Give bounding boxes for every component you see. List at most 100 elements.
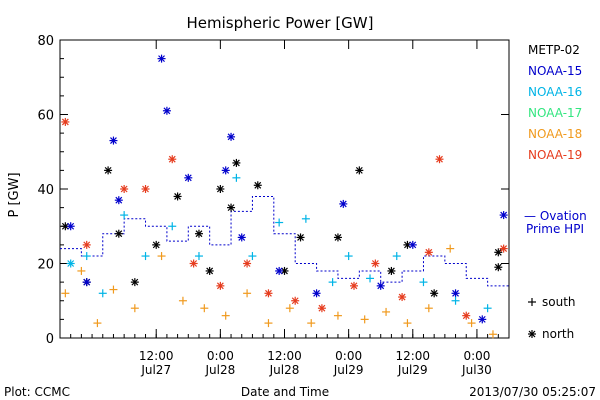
x-tick-time-label: 0:00 [207, 349, 234, 363]
data-point-north [61, 117, 70, 126]
data-point-north [227, 203, 236, 212]
data-point-south [488, 330, 497, 339]
legend-entry: NOAA-16 [528, 85, 582, 99]
data-point-north [478, 315, 487, 324]
data-point-north [339, 199, 348, 208]
data-point-south [141, 252, 150, 261]
marker-legend-label: south [542, 295, 576, 309]
data-point-south [528, 298, 536, 306]
data-point-north [104, 166, 113, 175]
data-point-north [275, 266, 284, 275]
data-point-south [344, 252, 353, 261]
x-tick-day-label: Jul29 [397, 363, 428, 377]
data-point-south [98, 289, 107, 298]
data-point-north [237, 233, 246, 242]
data-point-north [317, 304, 326, 313]
x-tick-time-label: 0:00 [463, 349, 490, 363]
data-point-north [376, 281, 385, 290]
data-point-south [130, 304, 139, 313]
data-point-north [253, 181, 262, 190]
x-tick-day-label: Jul29 [333, 363, 364, 377]
data-point-south [178, 296, 187, 305]
data-point-north [66, 259, 75, 268]
data-point-south [109, 285, 118, 294]
y-tick-label: 60 [37, 109, 54, 124]
data-point-north [168, 155, 177, 164]
data-point-south [77, 266, 86, 275]
data-point-north [216, 185, 225, 193]
data-point-south [307, 319, 316, 328]
legend-entry: NOAA-17 [528, 106, 582, 120]
x-axis: 12:00Jul270:00Jul2812:00Jul280:00Jul2912… [59, 40, 510, 377]
data-point-north [114, 196, 123, 205]
data-point-south [382, 307, 391, 316]
data-point-south [200, 304, 209, 313]
data-point-south [82, 252, 91, 261]
x-tick-time-label: 12:00 [139, 349, 174, 363]
data-point-south [328, 278, 337, 287]
data-point-south [168, 222, 177, 231]
data-point-south [483, 304, 492, 313]
marker-legend-label: north [542, 327, 574, 341]
y-axis-label: P [GW] [7, 172, 22, 217]
data-point-north [494, 248, 503, 257]
data-point-north [82, 240, 91, 249]
x-tick-day-label: Jul30 [461, 363, 492, 377]
y-tick-label: 20 [37, 258, 54, 273]
data-point-south [120, 211, 129, 220]
legend-entry: NOAA-15 [528, 64, 582, 78]
data-point-north [114, 229, 123, 238]
data-point-south [157, 252, 166, 261]
chart-title: Hemispheric Power [GW] [187, 14, 374, 32]
legend: METP-02 NOAA-15 NOAA-16 NOAA-17 NOAA-18 NOAA-… [528, 43, 582, 162]
legend-entry: NOAA-19 [528, 148, 582, 162]
data-point-south [403, 319, 412, 328]
data-point-north [430, 289, 439, 298]
data-point-north [232, 158, 241, 167]
data-point-north [184, 173, 193, 182]
data-point-south [424, 304, 433, 313]
ovation-legend-line1: — Ovation [524, 209, 587, 223]
data-point-south [93, 319, 102, 328]
data-point-north [162, 106, 171, 115]
data-point-north [194, 229, 203, 238]
data-point-north [371, 259, 380, 268]
data-point-south [285, 304, 294, 313]
x-tick-day-label: Jul28 [269, 363, 300, 377]
data-point-north [528, 330, 536, 338]
data-point-north [173, 192, 182, 201]
data-point-north [424, 248, 433, 257]
y-axis: 0 20 40 60 80 [37, 34, 509, 347]
data-point-south [264, 319, 273, 328]
legend-entry: NOAA-18 [528, 127, 582, 141]
data-point-north [499, 211, 508, 220]
data-point-north [499, 244, 508, 253]
ovation-legend-line2: Prime HPI [526, 222, 584, 236]
data-point-north [462, 311, 471, 320]
data-point-north [157, 54, 166, 63]
data-point-south [467, 319, 476, 328]
data-point-north [264, 289, 273, 298]
data-point-north [494, 263, 503, 272]
legend-entry: METP-02 [528, 43, 580, 57]
data-point-south [243, 289, 252, 298]
data-point-north [355, 166, 364, 175]
data-point-north [312, 289, 321, 298]
data-point-north [130, 278, 139, 287]
data-point-south [232, 173, 241, 182]
data-point-south [419, 278, 428, 287]
data-point-north [387, 266, 396, 275]
data-point-north [408, 240, 417, 249]
data-point-north [120, 185, 129, 193]
x-tick-day-label: Jul27 [140, 363, 171, 377]
data-point-south [366, 274, 375, 283]
x-tick-time-label: 0:00 [335, 349, 362, 363]
data-point-south [248, 252, 257, 261]
y-tick-label: 0 [46, 332, 54, 347]
marker-legend: south north [528, 295, 576, 341]
data-point-south [451, 296, 460, 305]
data-point-north [227, 132, 236, 141]
data-point-south [221, 311, 230, 320]
data-point-south [275, 218, 284, 227]
